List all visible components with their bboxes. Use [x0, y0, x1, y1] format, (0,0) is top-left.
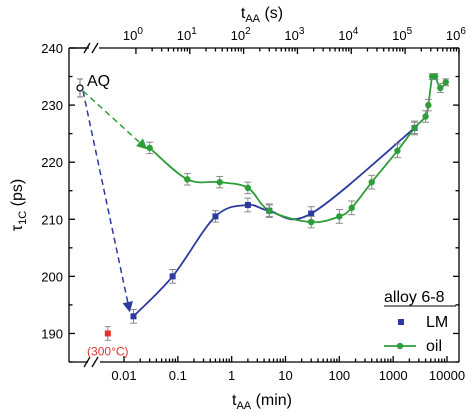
data-point-oil [425, 101, 432, 109]
x-tick-label: 10 [278, 368, 292, 383]
data-point-oil [244, 184, 252, 192]
y-axis-title: τ1C (ps) [9, 179, 29, 231]
data-point-oil [307, 218, 315, 226]
legend-title: alloy 6-8 [384, 289, 445, 306]
x-top-tick-exponent: 3 [299, 26, 305, 37]
data-point-oil [336, 213, 343, 220]
x-top-tick-base: 10 [231, 28, 245, 43]
chart-marks-layer [76, 73, 450, 341]
x-top-tick-label: 106 [446, 26, 466, 43]
x-axis-title-unit: (min) [251, 392, 292, 409]
x-top-axis-title-main: t [241, 5, 246, 22]
x-top-tick-label: 101 [177, 26, 197, 43]
legend-marker-oil [396, 342, 404, 350]
x-top-tick-label: 102 [231, 26, 251, 43]
x-axis-title-main: t [232, 392, 237, 409]
legend-entry-label: oil [426, 338, 442, 355]
data-point-oil [422, 113, 429, 120]
x-top-tick-label: 104 [338, 26, 358, 43]
x-tick-label: 1000 [379, 368, 408, 383]
axis-break-mark [83, 42, 91, 54]
x-top-tick-label: 105 [392, 26, 412, 43]
data-point-oil [431, 73, 439, 80]
aq-point [76, 84, 84, 92]
x-axis-title: tAA (min) [232, 392, 292, 412]
x-top-axis-title-unit: (s) [260, 5, 283, 22]
series-line-LM [132, 127, 416, 317]
y-tick-label: 230 [41, 98, 63, 113]
x-top-tick-exponent: 2 [245, 26, 251, 37]
data-point-oil [184, 176, 191, 183]
x-axis-title-sub: AA [236, 400, 251, 412]
data-point-LM [244, 202, 251, 208]
data-point-oil [146, 144, 153, 152]
data-point-oil [411, 124, 418, 132]
x-top-tick-exponent: 4 [353, 26, 359, 37]
x-top-tick-base: 10 [177, 28, 191, 43]
chart-curves-layer [82, 73, 447, 317]
data-point-oil [368, 178, 375, 186]
x-top-tick-base: 10 [338, 28, 352, 43]
x-top-axis-title-sub: AA [245, 13, 260, 25]
y-tick-label: 190 [41, 326, 63, 341]
y-tick-label: 200 [41, 269, 63, 284]
y-tick-label: 220 [41, 155, 63, 170]
point-300c [104, 330, 111, 337]
x-tick-label: 100 [328, 368, 350, 383]
x-top-tick-label: 103 [284, 26, 304, 43]
x-top-tick-exponent: 5 [407, 26, 413, 37]
axis-break-gap [89, 44, 99, 52]
y-tick-label: 210 [41, 212, 63, 227]
x-tick-label: 0.1 [169, 368, 187, 383]
axis-break-mark [91, 356, 99, 368]
x-top-tick-exponent: 1 [191, 26, 197, 37]
data-point-oil [348, 204, 355, 212]
x-tick-label: 0.01 [111, 368, 136, 383]
x-top-tick-base: 10 [284, 28, 298, 43]
x-top-tick-base: 10 [123, 28, 137, 43]
axis-break-mark [91, 42, 99, 54]
x-top-tick-exponent: 6 [460, 26, 466, 37]
y-tick-label: 240 [41, 41, 63, 56]
y-axis-title-unit: (ps) [9, 179, 26, 211]
aq-arrow-oil [82, 90, 148, 150]
data-point-oil [394, 147, 401, 154]
x-top-tick-base: 10 [392, 28, 406, 43]
data-point-LM [308, 210, 315, 217]
aq-arrow-LM [82, 90, 133, 313]
x-tick-label: 10000 [429, 368, 465, 383]
y-axis-title-main: τ [9, 224, 26, 231]
data-point-oil [266, 207, 273, 214]
x-top-tick-label: 100 [123, 26, 143, 43]
x-tick-label: 1 [228, 368, 235, 383]
aq-label: AQ [87, 73, 110, 90]
data-point-oil [437, 84, 444, 92]
x-top-tick-exponent: 0 [137, 26, 143, 37]
x-top-tick-base: 10 [446, 28, 460, 43]
axis-break-gap [89, 358, 99, 366]
legend-marker-LM [398, 319, 404, 325]
series-line-oil [149, 73, 447, 224]
data-point-LM [169, 273, 176, 280]
y-axis-title-sub: 1C [17, 211, 29, 225]
data-point-oil [216, 178, 223, 186]
chart-axes-layer [68, 42, 460, 368]
data-point-LM [212, 213, 219, 220]
legend-entry-label: LM [426, 314, 448, 331]
data-point-oil [442, 79, 450, 86]
label-300c: (300°C) [87, 344, 128, 358]
data-point-LM [130, 313, 137, 320]
x-top-axis-title: tAA (s) [241, 5, 283, 25]
axis-break-mark [83, 356, 91, 368]
